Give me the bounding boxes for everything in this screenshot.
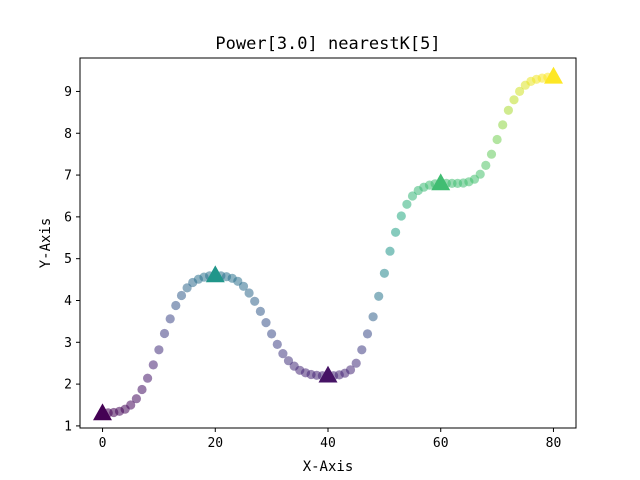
interpolated-point bbox=[396, 211, 406, 221]
interpolated-point bbox=[498, 120, 508, 130]
interpolated-point bbox=[154, 345, 164, 355]
y-tick-label: 7 bbox=[64, 169, 72, 184]
y-tick-label: 8 bbox=[64, 127, 72, 142]
interpolated-point bbox=[250, 296, 260, 306]
interpolated-point bbox=[407, 191, 418, 201]
key-point-triangle bbox=[544, 66, 563, 84]
y-axis-ticks: 1 2 3 4 5 6 7 8 9 bbox=[64, 85, 80, 434]
plot-marks bbox=[93, 66, 563, 421]
x-tick-label: 40 bbox=[320, 436, 336, 451]
interpolated-point bbox=[492, 134, 502, 145]
interpolated-point bbox=[267, 329, 277, 339]
interpolated-point bbox=[143, 373, 153, 383]
y-tick-label: 6 bbox=[64, 210, 72, 225]
interpolated-point bbox=[126, 400, 136, 410]
interpolated-point bbox=[131, 394, 141, 404]
interpolated-point bbox=[176, 290, 187, 301]
key-point-triangle bbox=[93, 403, 112, 421]
interpolated-point bbox=[238, 281, 249, 291]
x-tick-label: 60 bbox=[433, 436, 449, 451]
x-axis-ticks: 0 20 40 60 80 bbox=[99, 428, 562, 451]
interpolated-point bbox=[509, 95, 519, 105]
interpolated-point bbox=[345, 365, 356, 375]
x-axis-label: X-Axis bbox=[303, 459, 354, 475]
interpolated-point bbox=[515, 86, 525, 96]
interpolated-point bbox=[385, 246, 395, 256]
interpolated-point bbox=[255, 306, 265, 316]
interpolated-point bbox=[283, 356, 294, 366]
interpolated-point bbox=[481, 160, 491, 170]
x-tick-label: 80 bbox=[546, 436, 562, 451]
chart-title: Power[3.0] nearestK[5] bbox=[215, 34, 440, 54]
interpolated-point bbox=[148, 360, 158, 370]
interpolated-point bbox=[261, 318, 271, 328]
interpolated-point bbox=[362, 329, 373, 339]
interpolated-point bbox=[357, 345, 367, 355]
interpolated-point bbox=[159, 328, 170, 339]
interpolated-point bbox=[503, 105, 513, 115]
interpolated-point bbox=[244, 288, 254, 298]
key-point-triangle bbox=[318, 365, 338, 383]
interpolated-point bbox=[272, 339, 282, 349]
interpolated-point bbox=[475, 169, 485, 179]
interpolated-point bbox=[486, 149, 497, 159]
y-tick-label: 3 bbox=[64, 336, 72, 351]
y-tick-label: 4 bbox=[64, 294, 72, 309]
interpolated-point bbox=[165, 314, 175, 324]
x-tick-label: 20 bbox=[207, 436, 223, 451]
key-point-triangle bbox=[205, 265, 225, 283]
interpolated-point bbox=[368, 312, 378, 322]
interpolated-point bbox=[374, 291, 384, 301]
y-tick-label: 5 bbox=[64, 252, 72, 267]
interpolated-point bbox=[379, 268, 389, 278]
x-tick-label: 0 bbox=[99, 436, 107, 451]
interpolated-point bbox=[402, 199, 412, 209]
interpolated-point bbox=[137, 384, 147, 395]
interpolated-point bbox=[278, 349, 288, 359]
y-tick-label: 9 bbox=[64, 85, 72, 100]
y-axis-label: Y-Axis bbox=[38, 218, 54, 269]
interpolated-point bbox=[171, 300, 181, 311]
interpolated-point bbox=[351, 358, 361, 368]
y-tick-label: 2 bbox=[64, 378, 72, 393]
interpolated-point bbox=[391, 227, 401, 237]
y-tick-label: 1 bbox=[64, 419, 72, 434]
key-point-triangle bbox=[431, 173, 451, 191]
